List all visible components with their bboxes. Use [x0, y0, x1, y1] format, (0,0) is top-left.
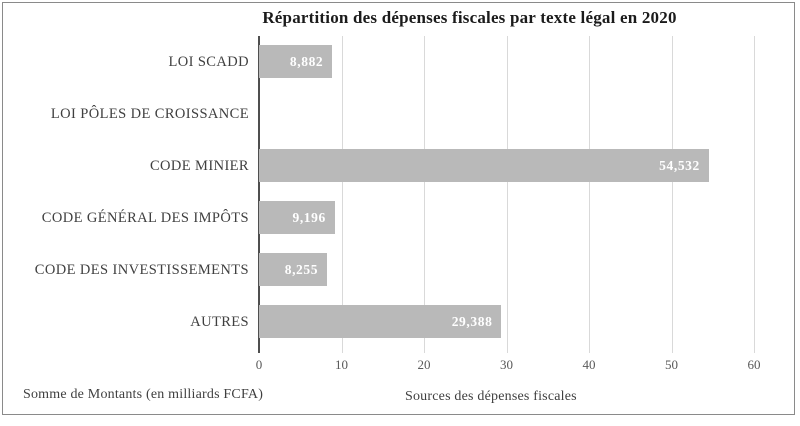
category-label: CODE GÉNÉRAL DES IMPÔTS [41, 209, 249, 226]
bar: 8,255 [259, 253, 328, 286]
category-label: AUTRES [190, 313, 249, 330]
x-tick-label: 20 [417, 357, 431, 372]
x-tick-label: 30 [500, 357, 513, 372]
x-tick-label: 50 [665, 357, 678, 372]
bar-value-label: 8,255 [284, 261, 319, 277]
y-axis-line [258, 36, 260, 353]
category-label: LOI PÔLES DE CROISSANCE [50, 105, 249, 122]
category-labels: LOI SCADD LOI PÔLES DE CROISSANCE CODE MIN… [3, 36, 249, 348]
bar-row: 8,255 [259, 244, 754, 296]
gridlines [258, 36, 755, 353]
gridline [424, 36, 425, 353]
x-tick-label: 60 [747, 357, 761, 372]
bar-value-label: 9,196 [292, 209, 326, 225]
bar-row: 8,882 [259, 36, 754, 88]
bar-value-label: 29,388 [451, 313, 493, 329]
chart-frame: Répartition des dépenses fiscales par te… [2, 2, 795, 415]
axis-note-left: Somme de Montants (en milliards FCFA) [23, 387, 264, 402]
plot-area: 8,882 54,532 9,196 8,255 29,388 [258, 36, 755, 353]
x-tick-label: 0 [255, 357, 263, 372]
gridline [671, 36, 673, 353]
bar-row: 29,388 [259, 296, 754, 348]
gridline [341, 36, 343, 353]
bar: 54,532 [259, 149, 709, 182]
bar: 29,388 [259, 305, 502, 338]
bar: 9,196 [259, 201, 335, 234]
gridline [506, 36, 508, 353]
bar-row: 9,196 [259, 192, 754, 244]
bar-value-label: 8,882 [289, 53, 324, 69]
bar-value-label: 54,532 [659, 157, 700, 173]
gridline [589, 36, 590, 353]
x-tick-label: 10 [335, 357, 348, 372]
bar: 8,882 [259, 45, 333, 78]
chart-title: Répartition des dépenses fiscales par te… [262, 8, 677, 27]
x-axis-title: Sources des dépenses fiscales [405, 389, 577, 404]
x-tick-label: 40 [582, 357, 596, 372]
bar-row [259, 88, 754, 140]
bar-rows: 8,882 54,532 9,196 8,255 29,388 [259, 36, 754, 348]
category-label: LOI SCADD [168, 53, 249, 70]
category-label: CODE DES INVESTISSEMENTS [34, 261, 249, 278]
category-label: CODE MINIER [149, 157, 249, 174]
x-axis-tick-labels: 0 10 20 30 40 50 60 [255, 357, 761, 375]
gridline [754, 36, 755, 353]
bar-row: 54,532 [259, 140, 754, 192]
